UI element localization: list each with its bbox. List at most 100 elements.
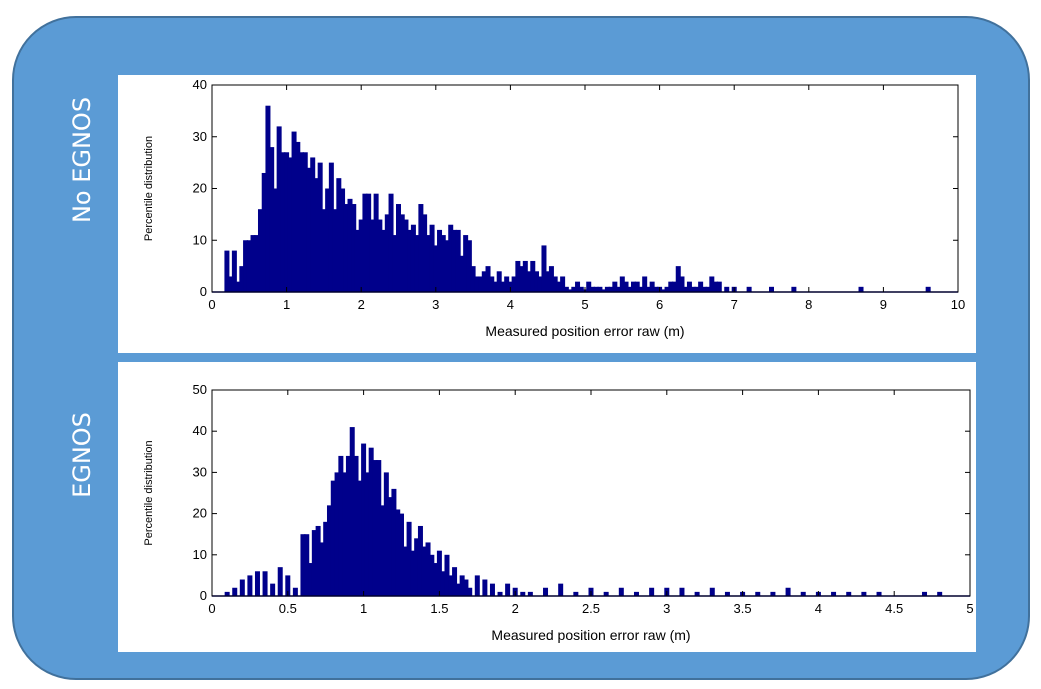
histogram-bar — [489, 276, 495, 292]
histogram-bar — [272, 188, 278, 292]
histogram-bar — [311, 530, 317, 596]
histogram-bar — [407, 229, 413, 292]
x-tick-label: 1 — [360, 601, 367, 616]
y-tick-label: 30 — [193, 464, 207, 479]
histogram-bar — [308, 563, 314, 596]
y-tick-label: 10 — [193, 232, 207, 247]
y-tick-label: 0 — [200, 588, 207, 603]
histogram-bar — [558, 583, 564, 596]
histogram-bar — [627, 286, 633, 292]
histogram-bar — [567, 289, 573, 292]
x-tick-label: 6 — [656, 297, 663, 312]
histogram-bar — [709, 587, 715, 596]
histogram-bar — [321, 209, 327, 292]
histogram-bar — [224, 250, 230, 292]
histogram-bar — [672, 281, 678, 292]
histogram-bar — [467, 587, 473, 596]
histogram-bar — [601, 289, 607, 292]
x-tick-label: 0.5 — [279, 601, 297, 616]
histogram-bar — [686, 281, 692, 292]
histogram-bar — [633, 591, 639, 596]
histogram-bar — [377, 219, 383, 292]
histogram-bar — [504, 276, 510, 292]
histogram-bar — [345, 455, 351, 596]
histogram-bar — [254, 235, 260, 292]
histogram-bar — [603, 591, 609, 596]
x-tick-label: 2 — [358, 297, 365, 312]
histogram-bar — [387, 497, 393, 596]
histogram-bar — [858, 286, 864, 292]
histogram-egnos: 0 0.5 1 1.5 2 2.5 3 3.5 4 4.5 501020304050Measured… — [143, 382, 974, 643]
histogram-bar — [660, 289, 666, 292]
histogram-bar — [406, 521, 412, 596]
histogram-bar — [455, 583, 461, 596]
histogram-bar — [638, 286, 644, 292]
histogram-bar — [402, 546, 408, 596]
histogram-bar — [376, 460, 382, 596]
histogram-bar — [466, 240, 472, 292]
histogram-bar — [519, 266, 525, 292]
histogram-bar — [319, 542, 325, 596]
histogram-bar — [261, 172, 267, 292]
histogram-bar — [323, 521, 329, 596]
x-tick-label: 3.5 — [734, 601, 752, 616]
histogram-bar — [257, 209, 263, 292]
histogram-bar — [593, 286, 599, 292]
histogram-bar — [455, 229, 461, 292]
histogram-bar — [313, 178, 319, 292]
histogram-bar — [548, 266, 554, 292]
histogram-bar — [414, 235, 420, 292]
histogram-bar — [497, 591, 503, 596]
histogram-bar — [705, 286, 711, 292]
chart-card-no-egnos: 0 1 2 3 4 5 6 7 8 9 10 0 10 20 30 40 Measured position e… — [118, 75, 976, 353]
histogram-bar — [876, 591, 882, 596]
histogram-bar — [459, 255, 465, 292]
histogram-bar — [545, 271, 551, 292]
histogram-bar — [436, 550, 442, 596]
histogram-bar — [556, 281, 562, 292]
histogram-bar — [649, 587, 655, 596]
histogram-bar — [403, 219, 409, 292]
histogram-bar — [560, 276, 566, 292]
y-tick-label: 30 — [193, 129, 207, 144]
histogram-bar — [645, 286, 651, 292]
histogram-bar — [746, 286, 752, 292]
y-tick-label: 40 — [193, 423, 207, 438]
histogram-bar — [325, 188, 331, 292]
histogram-bar — [448, 224, 454, 292]
histogram-bar — [399, 214, 405, 292]
y-tick-label: 50 — [193, 382, 207, 397]
histogram-bar — [366, 193, 372, 292]
histogram-bar — [481, 271, 487, 292]
x-tick-label: 4.5 — [885, 601, 903, 616]
histogram-bar — [347, 198, 353, 292]
histogram-bar — [358, 219, 364, 292]
histogram-bar — [315, 525, 321, 596]
histogram-bar — [235, 281, 241, 292]
histogram-bar — [353, 455, 359, 596]
histogram-bar — [563, 286, 569, 292]
top-side-label-text: No EGNOS — [68, 96, 96, 224]
histogram-bar — [552, 276, 558, 292]
histogram-bar — [520, 591, 526, 596]
histogram-bar — [328, 162, 334, 292]
histogram-bar — [612, 281, 618, 292]
histogram-bar — [287, 157, 293, 292]
x-tick-label: 5 — [581, 297, 588, 312]
histogram-bar — [299, 152, 305, 292]
histogram-bar — [505, 583, 511, 596]
histogram-bar — [500, 281, 506, 292]
histogram-bar — [653, 286, 659, 292]
histogram-bar — [383, 472, 389, 596]
histogram-bar — [608, 286, 614, 292]
histogram-bar — [619, 276, 625, 292]
histogram-bar — [410, 224, 416, 292]
histogram-bar — [541, 245, 547, 292]
histogram-bar — [925, 286, 931, 292]
histogram-bar — [250, 235, 256, 292]
histogram-bar — [578, 286, 584, 292]
histogram-bar — [417, 525, 423, 596]
histogram-bar — [265, 105, 271, 292]
histogram-bar — [277, 567, 283, 596]
histogram-bar — [330, 480, 336, 596]
